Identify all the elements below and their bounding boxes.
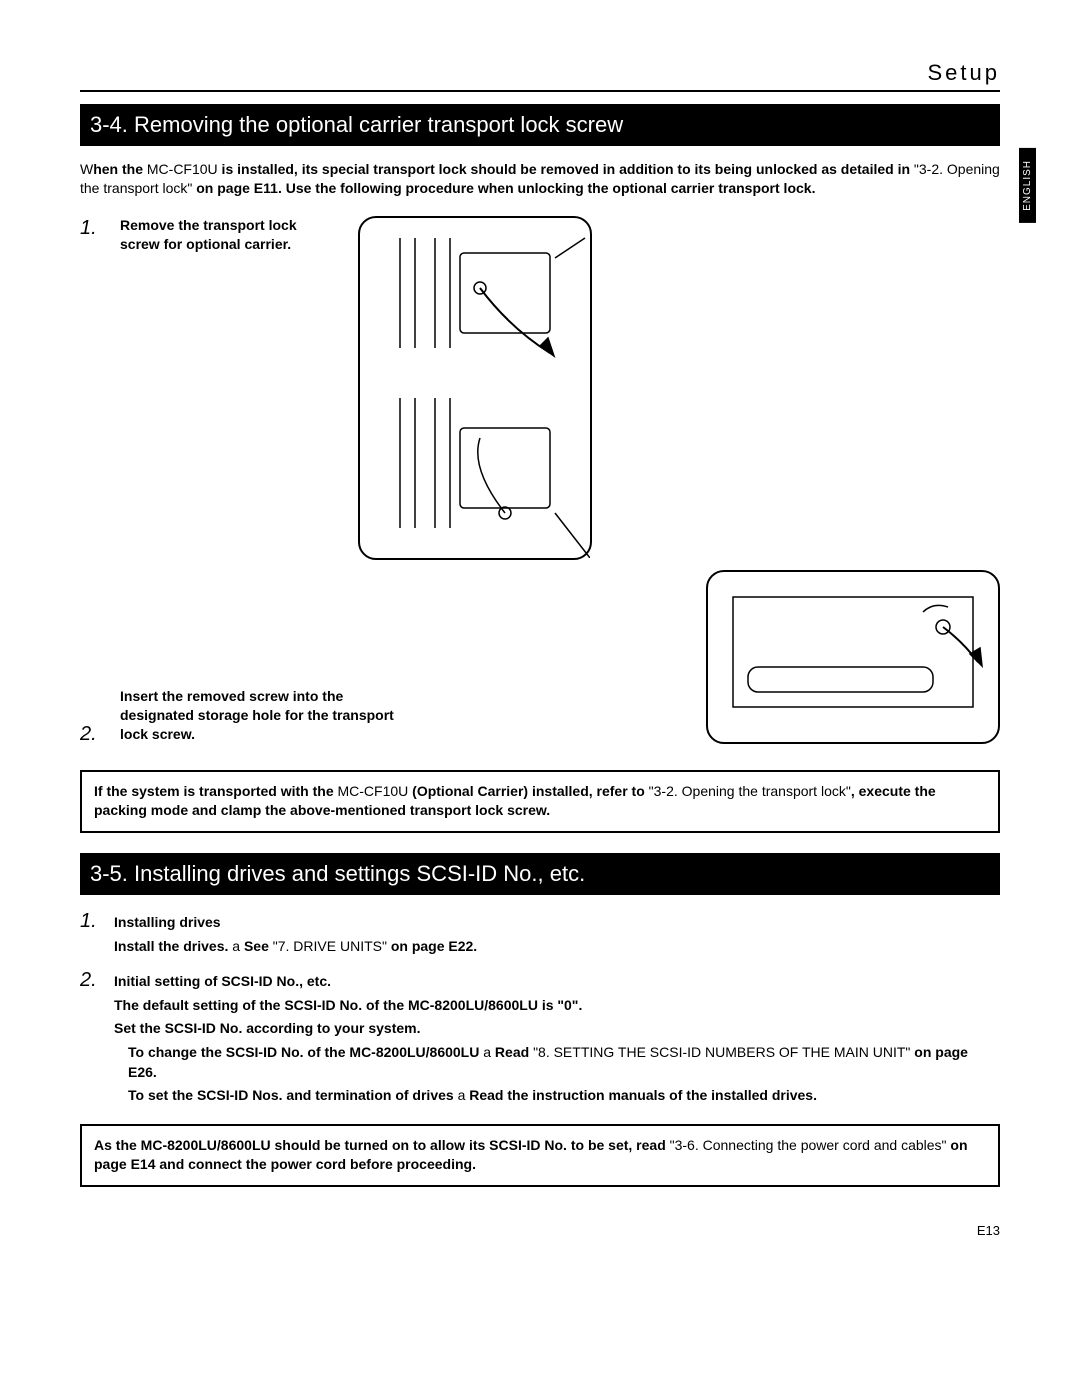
step-number: 2.	[80, 722, 102, 744]
step-3-5-1-title: Installing drives	[114, 913, 1000, 933]
page-number: E13	[80, 1223, 1000, 1238]
section-3-5-note: As the MC-8200LU/8600LU should be turned…	[80, 1124, 1000, 1187]
step-number: 1.	[80, 909, 102, 960]
language-tab: ENGLISH	[1019, 148, 1036, 223]
section-3-4-title: 3-4. Removing the optional carrier trans…	[80, 104, 1000, 146]
step-3-4-1: 1. Remove the transport lock screw for o…	[80, 216, 1000, 560]
step-3-4-1-text: Remove the transport lock screw for opti…	[120, 216, 340, 254]
figure-carrier-lock	[358, 216, 592, 560]
step-number: 1.	[80, 216, 102, 238]
step-3-5-2-l3: To change the SCSI-ID No. of the MC-8200…	[128, 1043, 1000, 1082]
section-3-4-note: If the system is transported with the MC…	[80, 770, 1000, 833]
step-3-4-2: 2. Insert the removed screw into the des…	[80, 570, 1000, 744]
step-3-5-2-l4: To set the SCSI-ID Nos. and termination …	[128, 1086, 1000, 1106]
step-3-5-2-title: Initial setting of SCSI-ID No., etc.	[114, 972, 1000, 992]
step-3-5-1: 1. Installing drives Install the drives.…	[80, 909, 1000, 960]
step-3-4-2-text: Insert the removed screw into the design…	[120, 687, 395, 744]
step-3-5-1-body: Install the drives. a See "7. DRIVE UNIT…	[114, 937, 1000, 957]
step-number: 2.	[80, 968, 102, 1110]
step-3-5-2-l2: Set the SCSI-ID No. according to your sy…	[114, 1019, 1000, 1039]
figure-storage-hole	[706, 570, 1000, 744]
section-3-4-intro: When the MC-CF10U is installed, its spec…	[80, 160, 1000, 198]
header-rule	[80, 90, 1000, 92]
section-3-5-title: 3-5. Installing drives and settings SCSI…	[80, 853, 1000, 895]
header-section: Setup	[80, 60, 1000, 86]
step-3-5-2: 2. Initial setting of SCSI-ID No., etc. …	[80, 968, 1000, 1110]
step-3-5-2-l1: The default setting of the SCSI-ID No. o…	[114, 996, 1000, 1016]
page: Setup ENGLISH 3-4. Removing the optional…	[80, 60, 1000, 1238]
